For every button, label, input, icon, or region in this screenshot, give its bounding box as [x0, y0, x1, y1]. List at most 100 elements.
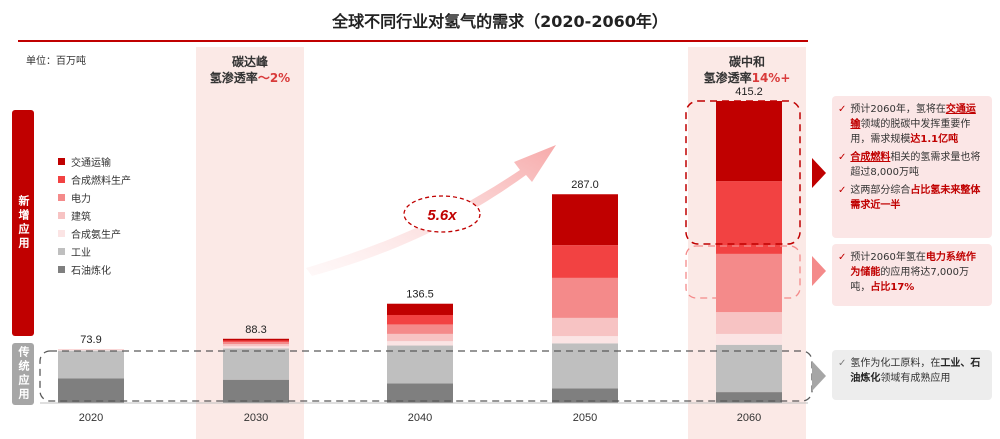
note-text: 领域的脱碳中发挥重要作用，需求规模 — [850, 119, 971, 145]
power-highlight-box — [685, 245, 801, 299]
legend-label: 交通运输 — [71, 157, 111, 169]
legend-item: 建筑 — [58, 206, 131, 224]
bar-segment — [58, 349, 124, 351]
transport-fuel-highlight-box — [685, 100, 801, 245]
x-tick-label: 2040 — [408, 412, 432, 424]
x-tick-label: 2020 — [79, 412, 103, 424]
note-text: 相关的氢需求量也将超过8,000万吨 — [850, 152, 981, 178]
bar-segment — [58, 378, 124, 403]
check-icon: ✓ — [838, 152, 847, 163]
chevron-icon — [812, 361, 826, 391]
bar-segment — [387, 314, 453, 325]
bar-segment — [387, 333, 453, 342]
bar-segment — [223, 344, 289, 347]
neutral-band-value: 14%+ — [751, 71, 791, 85]
note-emphasis: 合成燃料 — [850, 152, 891, 163]
bar-segment — [552, 194, 618, 246]
total-label: 73.9 — [80, 334, 101, 346]
bar-segment — [716, 181, 782, 254]
note-bullet: ✓ 预计2060年，氢将在交通运输领域的脱碳中发挥重要作用，需求规模达1.1亿吨 — [838, 102, 984, 147]
bar-segment — [387, 303, 453, 315]
legend-label: 合成燃料生产 — [71, 175, 131, 187]
bar-segment — [716, 392, 782, 403]
note-emphasis: 占比17% — [870, 282, 915, 293]
legend-label: 建筑 — [71, 211, 91, 223]
bar-segment — [223, 346, 289, 349]
bar-segment — [58, 349, 124, 350]
legend-swatch — [58, 265, 65, 273]
bar-segment — [552, 277, 618, 318]
x-tick-label: 2060 — [737, 412, 761, 424]
bar-segment — [552, 388, 618, 403]
note-power: ✓ 预计2060年氢在电力系统作为储能的应用将达7,000万吨，占比17% — [832, 244, 992, 306]
legend-label: 工业 — [71, 247, 91, 259]
bar-segment — [552, 317, 618, 337]
note-emphasis: 电力系统作为储能 — [850, 252, 976, 278]
bar-segment — [552, 245, 618, 278]
legend-item: 石油炼化 — [58, 260, 131, 278]
legend-swatch — [58, 229, 65, 237]
legend-item: 合成燃料生产 — [58, 170, 131, 188]
legend-item: 电力 — [58, 188, 131, 206]
bar-segment — [223, 348, 289, 380]
growth-multiplier: 5.6x — [427, 207, 457, 224]
peak-band-value: ～2% — [257, 71, 291, 85]
bar-segment — [223, 379, 289, 403]
bar-segment — [716, 101, 782, 182]
note-bullet: ✓ 预计2060年氢在电力系统作为储能的应用将达7,000万吨，占比17% — [838, 250, 984, 295]
bar-segment — [552, 336, 618, 344]
bar-segment — [387, 383, 453, 403]
x-tick-label: 2050 — [573, 412, 597, 424]
bar-segment — [716, 344, 782, 393]
new-applications-tab: 新增应用 — [12, 110, 34, 336]
total-label: 136.5 — [406, 289, 434, 301]
legend-item: 工业 — [58, 242, 131, 260]
growth-ellipse — [403, 195, 481, 233]
chart-title: 全球不同行业对氢气的需求（2020-2060年） — [332, 12, 668, 31]
title-rule — [18, 40, 808, 42]
bar-segment — [387, 341, 453, 346]
legend: 交通运输合成燃料生产 电力建筑合成氨生产工业 石油炼化 — [58, 152, 131, 278]
note-emphasis: 占比氢未来整体需求近一半 — [850, 185, 981, 211]
bar-segment — [716, 253, 782, 313]
total-label: 88.3 — [245, 324, 266, 336]
legend-swatch — [58, 193, 65, 201]
peak-band-prefix: 氢渗透率 — [209, 71, 258, 85]
bar-segment — [223, 340, 289, 342]
check-icon: ✓ — [838, 252, 847, 263]
legend-swatch — [58, 175, 65, 183]
note-text: 领域有成熟应用 — [880, 373, 951, 384]
bar-segment — [223, 338, 289, 341]
x-tick-label: 2030 — [244, 412, 268, 424]
note-text: 氢作为化工原料，在 — [850, 358, 941, 369]
bar-segment — [716, 312, 782, 334]
chevron-icon — [812, 158, 826, 188]
legend-label: 合成氨生产 — [71, 229, 121, 241]
note-text: 预计2060年，氢将在 — [850, 104, 946, 115]
note-emphasis: 交通运输 — [850, 104, 976, 130]
total-label: 415.2 — [735, 86, 763, 98]
legend-swatch — [58, 247, 65, 255]
note-emphasis: 达1.1亿吨 — [910, 134, 959, 145]
note-bullet: ✓ 合成燃料相关的氢需求量也将超过8,000万吨 — [838, 150, 984, 180]
note-text: 预计2060年氢在 — [850, 252, 926, 263]
legend-label: 电力 — [71, 193, 91, 205]
bar-segment — [716, 333, 782, 345]
peak-band-title: 碳达峰 — [231, 55, 268, 69]
note-transport-fuel: ✓ 预计2060年，氢将在交通运输领域的脱碳中发挥重要作用，需求规模达1.1亿吨 … — [832, 96, 992, 238]
peak-band-subtitle: 氢渗透率～2% — [196, 70, 304, 86]
peak-band-label: 碳达峰 氢渗透率～2% — [196, 54, 304, 86]
check-icon: ✓ — [838, 104, 847, 115]
note-text: 的应用将达7,000万吨， — [850, 267, 970, 293]
neutral-band-title: 碳中和 — [728, 55, 765, 69]
legend-item: 合成氨生产 — [58, 224, 131, 242]
bar-segment — [387, 324, 453, 334]
note-text: 这两部分综合 — [850, 185, 911, 196]
total-label: 287.0 — [571, 179, 599, 191]
note-existing: ✓ 氢作为化工原料，在工业、石油炼化领域有成熟应用 — [832, 350, 992, 400]
check-icon: ✓ — [838, 185, 847, 196]
neutral-band-label: 碳中和 氢渗透率14%+ — [688, 54, 806, 86]
note-emphasis: 工业、石油炼化 — [850, 358, 981, 384]
check-icon: ✓ — [838, 358, 847, 369]
